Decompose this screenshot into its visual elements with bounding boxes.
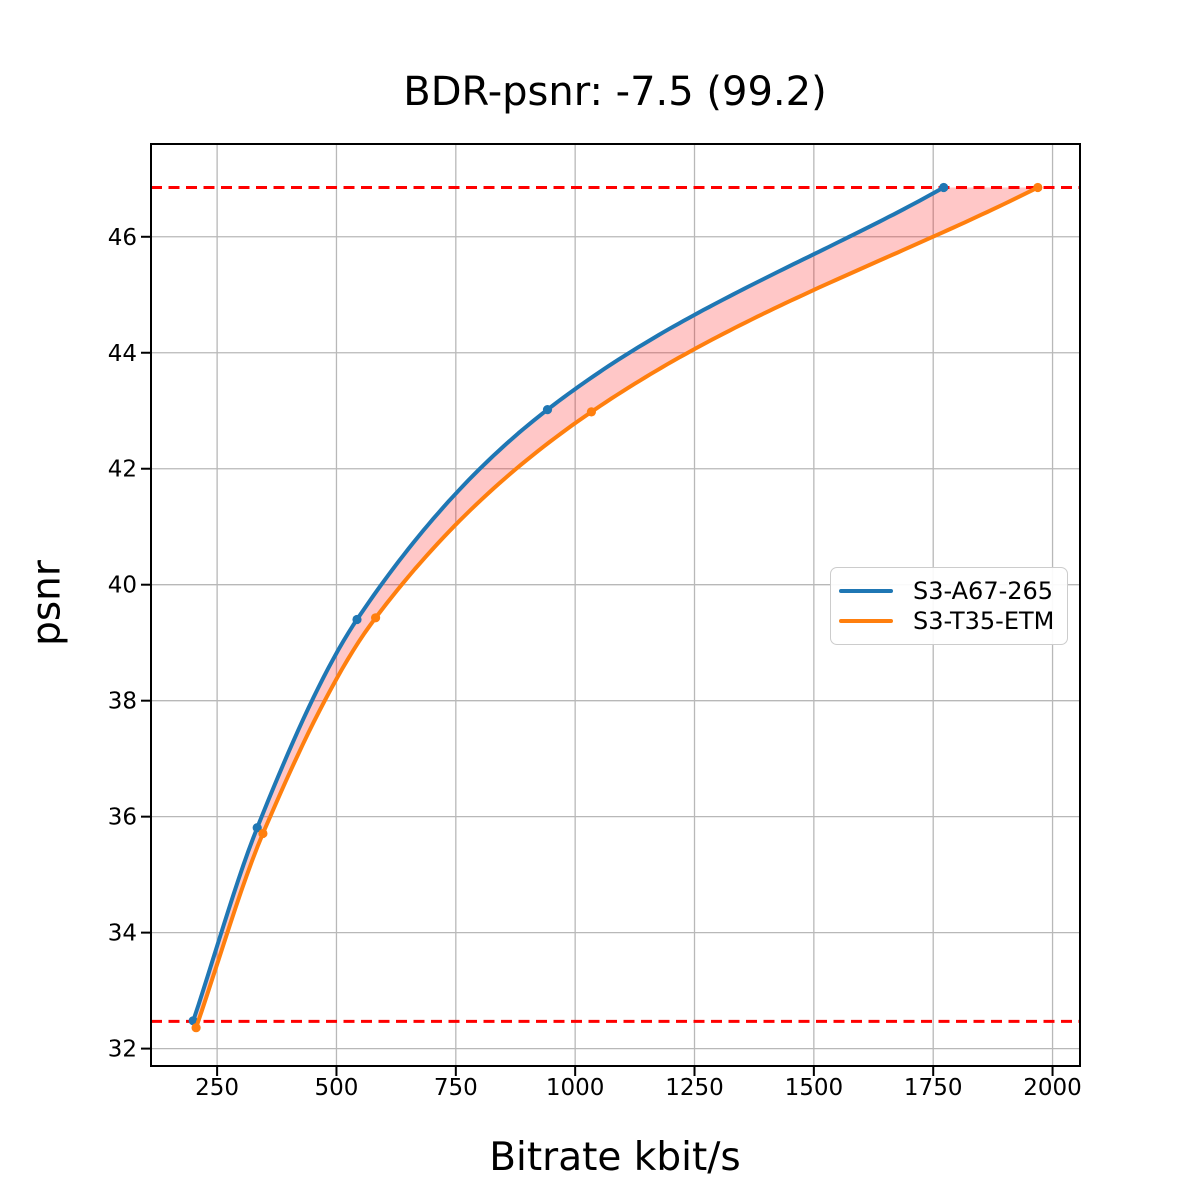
series-line-s3-a67-265 [191, 185, 946, 1023]
legend: S3-A67-265 S3-T35-ETM [830, 567, 1068, 645]
x-tick-label: 1000 [546, 1075, 605, 1101]
y-axis-label: psnr [24, 560, 70, 646]
x-tick-label: 500 [315, 1075, 359, 1101]
legend-item-s3-a67-265: S3-A67-265 [839, 579, 1059, 603]
y-tick-label: 32 [108, 1037, 137, 1063]
series-line-s3-t35-etm [194, 185, 1040, 1030]
y-tick-label: 46 [108, 225, 137, 251]
x-axis-label: Bitrate kbit/s [489, 1135, 741, 1180]
y-tick-label: 34 [108, 921, 137, 947]
x-tick-label: 2000 [1023, 1075, 1082, 1101]
data-point-s3-t35-etm [258, 828, 268, 839]
legend-label-s3-a67-265: S3-A67-265 [913, 576, 1054, 605]
legend-line-sample-s3-a67-265 [839, 588, 893, 593]
y-tick-label: 40 [108, 573, 137, 599]
data-point-s3-t35-etm [586, 407, 597, 417]
y-tick-label: 38 [108, 689, 137, 715]
axes-frame [150, 143, 1081, 1067]
x-tick-label: 1250 [665, 1075, 724, 1101]
x-tick-label: 1500 [785, 1075, 844, 1101]
legend-label-s3-t35-etm: S3-T35-ETM [913, 607, 1055, 636]
x-tick-label: 250 [195, 1075, 239, 1101]
data-point-s3-a67-265 [188, 1016, 198, 1026]
x-tick-label: 750 [434, 1075, 478, 1101]
data-point-s3-a67-265 [542, 405, 553, 415]
y-tick-label: 36 [108, 805, 137, 831]
chart-title: BDR-psnr: -7.5 (99.2) [403, 69, 827, 115]
data-point-s3-a67-265 [352, 614, 362, 625]
x-tick-label: 1750 [904, 1075, 963, 1101]
data-point-s3-a67-265 [252, 823, 262, 833]
legend-line-sample-s3-t35-etm [839, 619, 893, 624]
y-tick-label: 42 [108, 457, 137, 483]
data-point-s3-t35-etm [371, 613, 381, 623]
legend-item-s3-t35-etm: S3-T35-ETM [839, 609, 1059, 633]
y-tick-label: 44 [108, 341, 137, 367]
data-point-s3-t35-etm [1033, 182, 1043, 193]
data-point-s3-a67-265 [939, 182, 949, 193]
data-point-s3-t35-etm [191, 1023, 201, 1033]
